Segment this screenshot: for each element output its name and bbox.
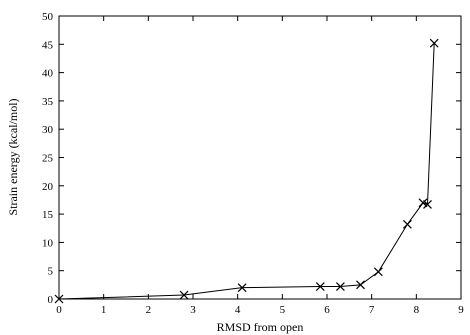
data-point-marker [237, 283, 247, 293]
x-tick-label: 4 [235, 304, 241, 316]
data-point-marker [402, 219, 412, 229]
y-tick-label: 20 [42, 181, 54, 193]
x-tick-label: 1 [101, 304, 107, 316]
y-tick-label: 0 [48, 294, 54, 306]
data-point-marker [335, 282, 345, 291]
data-series [54, 38, 439, 304]
y-tick-label: 40 [42, 68, 54, 80]
x-tick-label: 9 [458, 304, 464, 316]
data-point-marker [429, 38, 439, 48]
y-tick-label: 15 [42, 209, 54, 221]
x-tick-label: 6 [324, 304, 330, 316]
x-tick-label: 5 [280, 304, 286, 316]
data-point-marker [356, 280, 365, 290]
y-tick-label: 10 [42, 237, 54, 249]
y-tick-label: 45 [42, 39, 54, 51]
x-axis-ticks: 0 1 2 3 4 5 6 7 8 9 [56, 16, 464, 316]
y-tick-label: 25 [42, 153, 54, 165]
series-line [58, 43, 435, 300]
data-point-marker [179, 290, 189, 300]
y-tick-label: 30 [42, 124, 54, 136]
x-tick-label: 2 [146, 304, 152, 316]
x-axis-label: RMSD from open [217, 320, 304, 334]
y-tick-label: 35 [42, 96, 54, 108]
y-axis-ticks: 0 5 10 15 20 25 30 35 40 45 50 [42, 11, 461, 306]
data-point-marker [373, 267, 383, 277]
y-tick-label: 5 [48, 266, 54, 278]
data-point-marker [423, 200, 432, 209]
x-tick-label: 3 [190, 304, 196, 316]
x-tick-label: 8 [414, 304, 420, 316]
data-point-marker [315, 282, 325, 291]
plot-frame [58, 15, 462, 300]
y-axis-label: Strain energy (kcal/mol) [6, 98, 20, 215]
x-tick-label: 7 [369, 304, 375, 316]
y-tick-label: 50 [42, 11, 54, 23]
data-point-marker [54, 294, 64, 304]
x-tick-label: 0 [56, 304, 62, 316]
